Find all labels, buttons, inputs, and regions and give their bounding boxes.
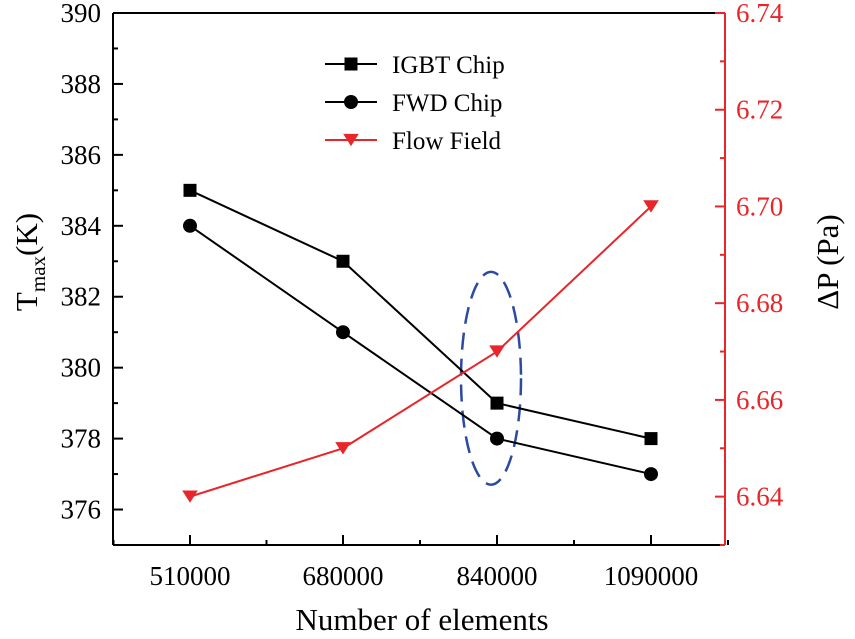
y-axis-left-title: Tmax(K) bbox=[9, 213, 50, 311]
data-point bbox=[182, 490, 198, 503]
data-point bbox=[183, 183, 197, 197]
legend-item-fwd-chip: FWD Chip bbox=[325, 90, 502, 117]
series-line bbox=[189, 224, 652, 476]
plot-frame bbox=[112, 12, 726, 546]
legend-marker bbox=[343, 133, 359, 147]
y-axis-left-title-sub: max bbox=[26, 255, 50, 292]
y-right-tick-label: 6.72 bbox=[736, 95, 783, 125]
x-axis-title: Number of elements bbox=[295, 602, 548, 637]
y-left-tick-label: 376 bbox=[61, 495, 102, 525]
y-axis-left-title-main: T bbox=[9, 292, 44, 311]
x-tick-label: 1090000 bbox=[604, 561, 699, 591]
legend-label: IGBT Chip bbox=[392, 52, 505, 79]
y-left-tick-label: 384 bbox=[61, 211, 102, 241]
y-left-tick-label: 388 bbox=[61, 69, 102, 99]
data-point bbox=[489, 345, 505, 358]
legend-item-igbt-chip: IGBT Chip bbox=[325, 52, 505, 79]
y-right-tick-label: 6.64 bbox=[736, 482, 784, 512]
data-point bbox=[644, 432, 658, 446]
x-tick-label: 840000 bbox=[457, 561, 538, 591]
data-point bbox=[490, 431, 504, 446]
data-point bbox=[644, 467, 658, 482]
series-flow-field bbox=[182, 200, 659, 503]
y-axis-left-title-unit: (K) bbox=[9, 213, 44, 256]
y-left-tick-label: 380 bbox=[61, 353, 102, 383]
x-tick-label: 510000 bbox=[150, 561, 231, 591]
legend-item-flow-field: Flow Field bbox=[325, 128, 502, 155]
data-point bbox=[336, 325, 350, 340]
series-igbt-chip bbox=[183, 183, 658, 446]
y-right-tick-label: 6.70 bbox=[736, 191, 783, 221]
data-point bbox=[336, 254, 350, 268]
data-point bbox=[335, 442, 351, 455]
y-left-tick-label: 378 bbox=[61, 424, 102, 454]
annotation bbox=[459, 270, 523, 486]
legend-marker bbox=[344, 57, 358, 71]
right-axis-ticks: 6.64 6.66 6.68 6.70 6.72 6.74 bbox=[715, 0, 784, 546]
y-axis-right-title: ΔP (Pa) bbox=[810, 214, 845, 309]
data-point bbox=[643, 200, 659, 213]
series-fwd-chip bbox=[183, 218, 658, 482]
x-tick-label: 680000 bbox=[303, 561, 384, 591]
y-right-tick-label: 6.66 bbox=[736, 385, 783, 415]
legend-marker bbox=[344, 95, 358, 109]
data-point bbox=[183, 218, 197, 233]
series-line bbox=[189, 189, 652, 440]
highlight-ellipse bbox=[459, 270, 523, 486]
y-left-tick-label: 382 bbox=[61, 282, 102, 312]
left-axis-ticks: 376 378 380 382 384 386 388 390 bbox=[61, 0, 123, 546]
series-group bbox=[182, 183, 659, 503]
x-axis-ticks: 510000 680000 840000 1090000 bbox=[112, 535, 729, 591]
y-right-tick-label: 6.74 bbox=[736, 0, 784, 28]
series-line bbox=[189, 205, 652, 498]
data-point bbox=[490, 396, 504, 410]
legend-label: FWD Chip bbox=[392, 90, 502, 117]
legend-label: Flow Field bbox=[392, 128, 502, 155]
y-right-tick-label: 6.68 bbox=[736, 288, 783, 318]
y-left-tick-label: 390 bbox=[61, 0, 102, 28]
y-left-tick-label: 386 bbox=[61, 140, 102, 170]
legend: IGBT Chip FWD Chip Flow Field bbox=[325, 52, 505, 155]
